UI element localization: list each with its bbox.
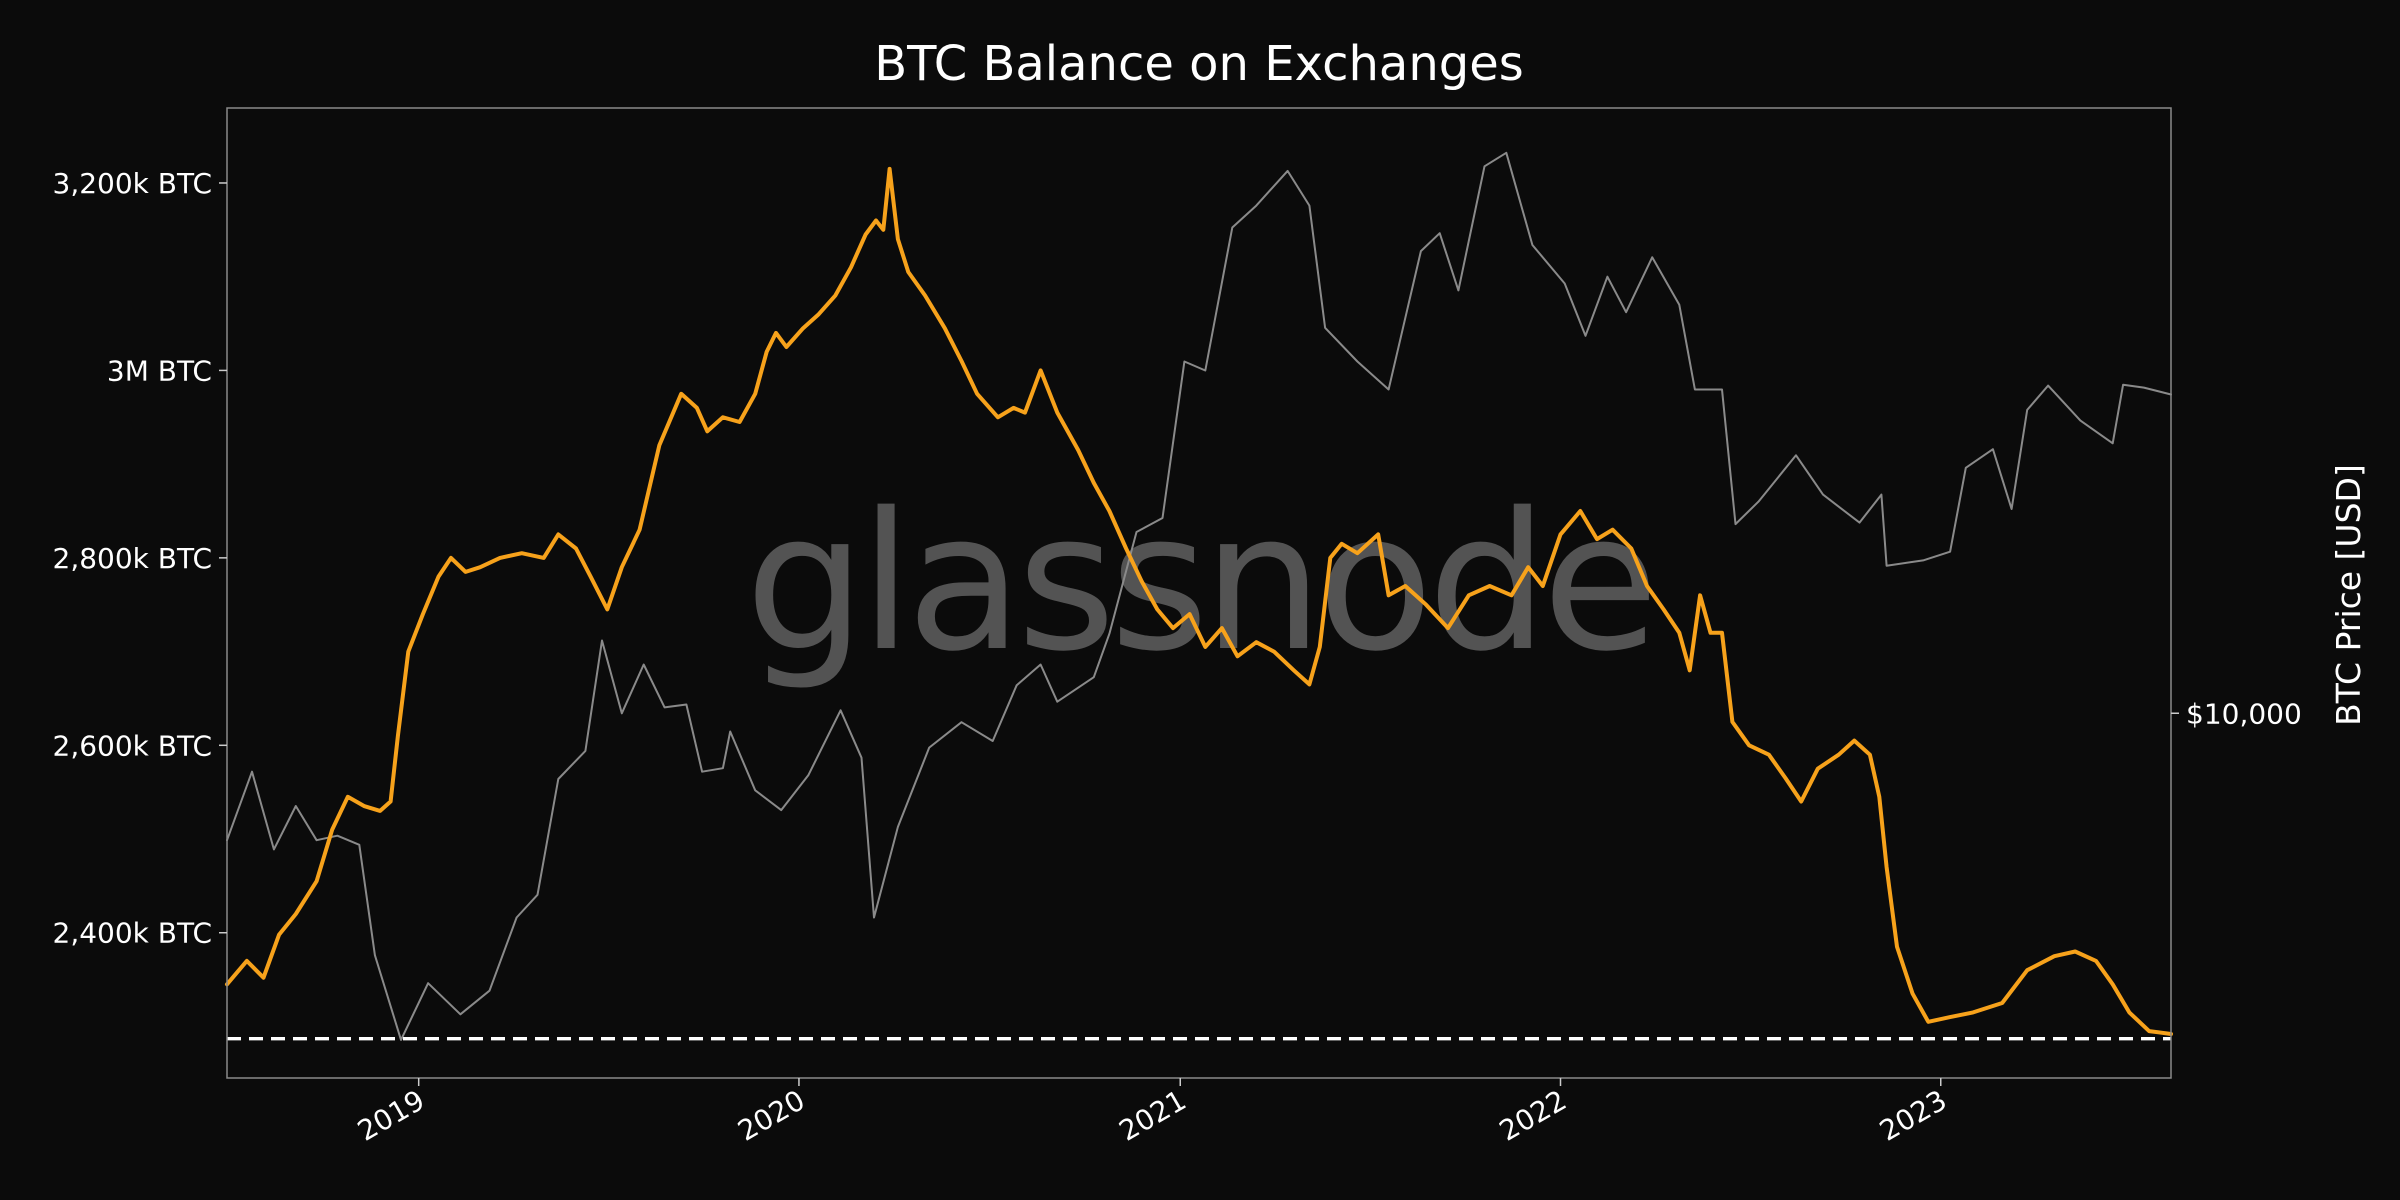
price-line (226, 151, 2172, 1041)
right-axis-label: BTC Price [USD] (2329, 464, 2368, 726)
plot-frame (226, 107, 2172, 1079)
left-tick-label: 3,200k BTC (53, 167, 213, 200)
x-tick-label: 2023 (1874, 1083, 1952, 1147)
balance-line (225, 166, 2173, 1036)
x-tick-label: 2019 (352, 1083, 430, 1147)
left-tick-label: 3M BTC (107, 354, 212, 387)
left-tick-label: 2,800k BTC (53, 542, 213, 575)
x-tick-label: 2022 (1494, 1083, 1572, 1147)
x-tick-label: 2020 (732, 1083, 810, 1147)
chart-title: BTC Balance on Exchanges (874, 36, 1524, 92)
series-layer (225, 151, 2173, 1041)
right-tick-label: $10,000 (2186, 697, 2302, 730)
left-axis-ticks: 2,400k BTC 2,600k BTC 2,800k BTC 3M BTC 3,20… (53, 167, 227, 950)
right-axis-ticks: $10,000 (2171, 697, 2302, 730)
watermark: glassnode (745, 472, 1653, 693)
x-axis-ticks: 2019 2020 2021 2022 2023 (352, 1078, 1952, 1148)
x-tick-label: 2021 (1114, 1083, 1192, 1147)
left-tick-label: 2,400k BTC (53, 917, 213, 950)
left-tick-label: 2,600k BTC (53, 729, 213, 762)
